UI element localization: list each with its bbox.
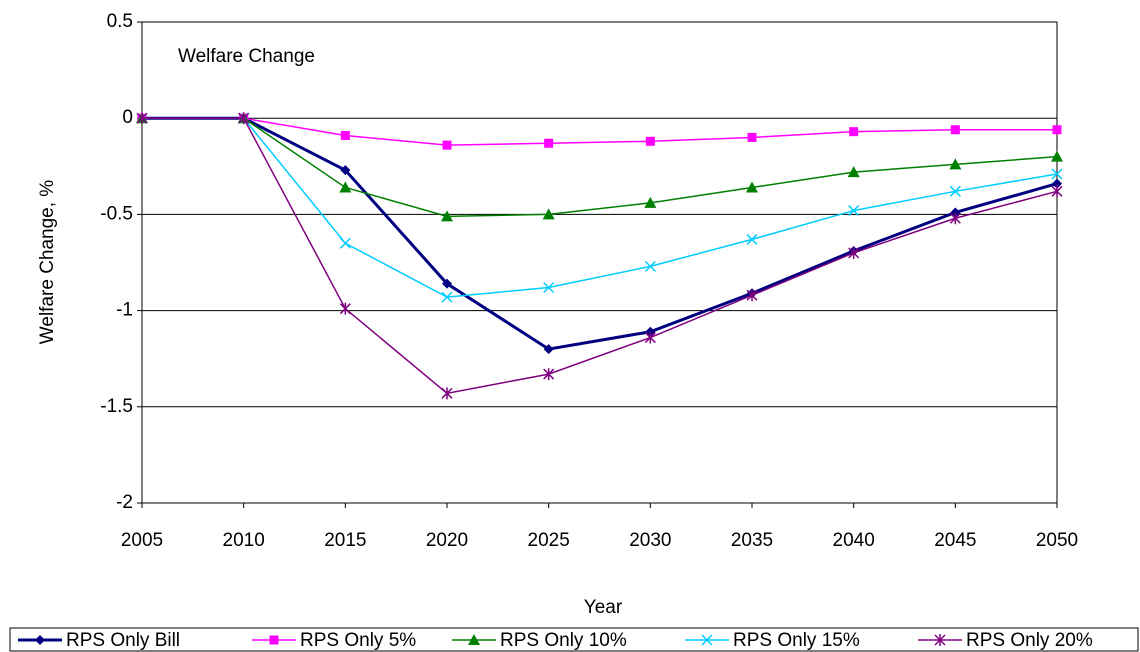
marker: [339, 302, 351, 315]
legend-label: RPS Only Bill: [66, 630, 180, 651]
marker: [949, 185, 961, 197]
x-tick-label: 2010: [223, 530, 265, 551]
marker: [543, 368, 555, 381]
marker: [644, 196, 657, 208]
marker: [441, 210, 453, 222]
marker: [441, 387, 453, 400]
marker: [1051, 185, 1063, 198]
series-line: [142, 116, 1058, 351]
marker: [950, 125, 960, 135]
marker: [340, 165, 351, 176]
marker: [747, 132, 757, 142]
series-line: [142, 117, 1057, 146]
chart-title: Welfare Change: [178, 46, 315, 67]
x-tick-label: 2020: [426, 530, 468, 551]
marker: [848, 205, 860, 217]
x-tick-label: 2030: [629, 530, 671, 551]
marker: [644, 260, 656, 272]
marker: [543, 281, 555, 294]
marker: [441, 291, 453, 303]
y-tick-label: 0.5: [107, 11, 133, 32]
marker: [949, 158, 962, 170]
legend-label: RPS Only 15%: [733, 630, 860, 651]
x-tick-label: 2040: [833, 530, 875, 551]
marker: [1052, 125, 1062, 135]
marker: [848, 246, 860, 259]
y-tick-label: -1.5: [100, 396, 133, 417]
x-tick-label: 2005: [121, 530, 163, 551]
marker: [847, 166, 860, 178]
x-tick-label: 2045: [934, 530, 976, 551]
marker: [442, 140, 452, 150]
marker: [746, 233, 758, 245]
marker: [339, 237, 351, 249]
y-tick-label: -0.5: [100, 203, 133, 224]
marker: [1051, 168, 1063, 180]
marker: [645, 136, 655, 146]
marker: [949, 212, 961, 225]
marker: [136, 112, 148, 125]
plot-frame: [141, 21, 1058, 504]
x-tick-label: 2015: [324, 530, 366, 551]
marker: [269, 635, 279, 645]
marker: [746, 289, 758, 302]
y-tick-label: -2: [116, 492, 133, 513]
marker: [340, 131, 350, 141]
marker: [701, 634, 713, 646]
marker: [468, 634, 480, 645]
marker: [339, 181, 352, 193]
marker: [238, 112, 250, 125]
y-tick-label: 0: [122, 107, 133, 128]
legend-label: RPS Only 20%: [966, 630, 1093, 651]
marker: [442, 278, 452, 289]
x-axis-title: Year: [584, 597, 623, 618]
y-tick-label: -1: [116, 300, 133, 321]
series-line: [142, 117, 1058, 298]
x-tick-label: 2025: [528, 530, 570, 551]
series-line: [142, 117, 1058, 218]
legend-label: RPS Only 10%: [500, 630, 627, 651]
series-line: [142, 117, 1058, 395]
marker: [934, 634, 946, 646]
marker: [542, 208, 555, 220]
legend-box: [9, 627, 1139, 652]
marker: [1051, 150, 1063, 162]
marker: [544, 138, 554, 148]
legend-label: RPS Only 5%: [300, 630, 416, 651]
marker: [1052, 178, 1062, 189]
marker: [849, 127, 859, 137]
x-tick-label: 2050: [1036, 530, 1078, 551]
x-tick-label: 2035: [731, 530, 773, 551]
y-axis-title: Welfare Change, %: [37, 180, 58, 345]
marker: [35, 635, 45, 645]
marker: [644, 331, 656, 344]
marker: [746, 181, 758, 193]
marker: [543, 344, 554, 355]
